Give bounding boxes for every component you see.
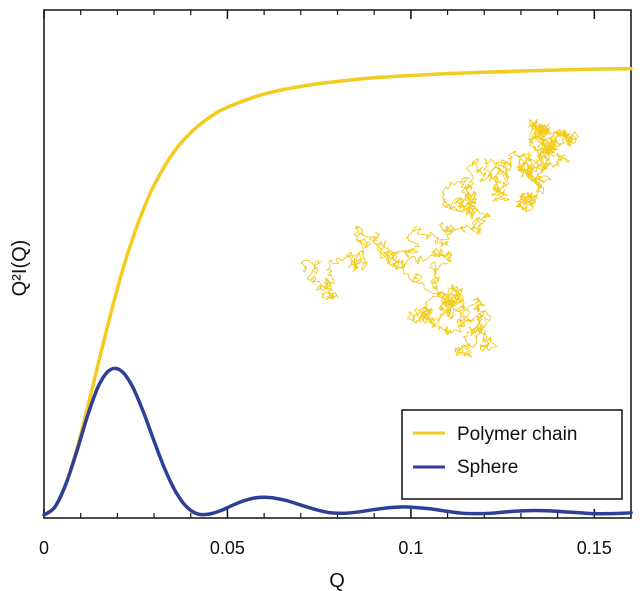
legend: Polymer chain Sphere <box>401 409 623 500</box>
x-tick-label: 0 <box>39 538 49 558</box>
series-line-polymer-chain <box>42 66 633 517</box>
series-line-sphere <box>42 366 633 517</box>
x-axis-label: Q <box>329 570 345 591</box>
x-tick-label: 0.15 <box>577 538 612 558</box>
y-axis-label: Q²I(Q) <box>9 240 31 297</box>
polymer-chain-inset <box>300 118 579 358</box>
legend-label-polymer-chain: Polymer chain <box>457 424 577 445</box>
legend-label-sphere: Sphere <box>457 457 518 478</box>
polymer-chain-walk <box>300 118 579 358</box>
x-axis-ticks: 0 0.05 0.1 0.15 <box>39 10 612 558</box>
x-tick-label: 0.05 <box>210 538 245 558</box>
legend-box <box>401 409 623 500</box>
x-tick-label: 0.1 <box>398 538 423 558</box>
series-layer <box>42 66 633 517</box>
